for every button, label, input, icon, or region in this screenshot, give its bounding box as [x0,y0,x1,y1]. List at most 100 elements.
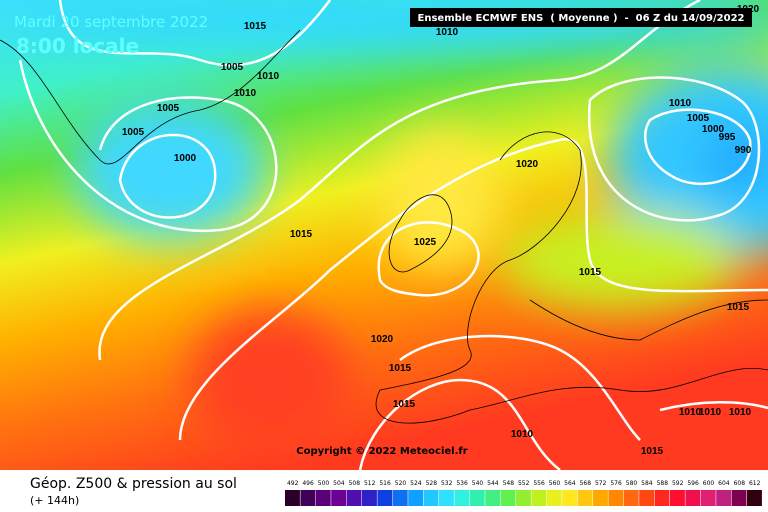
scale-label: 572 [595,480,607,487]
isobar-label: 1005 [157,103,180,114]
scale-swatch [562,490,578,506]
scale-swatch [531,490,547,506]
scale-swatch [716,490,732,506]
scale-swatch [408,490,424,506]
isobars [18,0,768,471]
isobar-label: 1010 [234,88,257,99]
scale-label: 608 [734,480,746,487]
scale-swatch [346,490,362,506]
isobar-label: 1010 [257,71,280,82]
scale-swatch [747,490,762,506]
scale-label: 556 [533,480,545,487]
scale-swatch [439,490,454,506]
legend-subtitle: (+ 144h) [30,494,79,507]
model-banner [410,8,752,27]
scale-swatch [608,490,624,506]
scale-label: 508 [349,480,361,487]
scale-swatch [577,490,593,506]
scale-swatch [377,490,393,506]
isobar-label: 1015 [393,399,416,410]
scale-swatch [392,490,408,506]
isobar-label: 1025 [414,237,437,248]
scale-label: 596 [687,480,699,487]
scale-label: 524 [410,480,422,487]
scale-swatch [423,490,439,506]
scale-label: 580 [626,480,638,487]
scale-swatch [485,490,501,506]
isobar-label: 990 [735,145,752,156]
isobar-label: 1010 [669,98,692,109]
isobar-label: 1015 [641,446,664,457]
isobar-label: 1020 [516,159,539,170]
isobar-label: 1010 [436,27,459,38]
scale-label: 496 [302,480,314,487]
scale-label: 548 [503,480,515,487]
scale-label: 576 [610,480,622,487]
scale-label: 500 [318,480,330,487]
scale-label: 516 [379,480,391,487]
isobar-label: 1015 [389,363,412,374]
scale-label: 520 [395,480,407,487]
scale-swatch [285,490,300,506]
legend-title: Géop. Z500 & pression au sol [30,476,237,492]
isobar-label: 1005 [221,62,244,73]
isobar-label: 1010 [511,429,534,440]
scale-swatch [623,490,639,506]
scale-swatch [315,490,331,506]
scale-swatch [362,490,377,506]
isobar-label: 1005 [687,113,710,124]
isobar-label: 1010 [679,407,702,418]
scale-label: 512 [364,480,376,487]
scale-label: 532 [441,480,453,487]
scale-label: 536 [456,480,468,487]
scale-label: 552 [518,480,530,487]
isobar-label: 1000 [702,124,725,135]
scale-swatch [469,490,485,506]
color-scale: 492 496 500 504 508 512 516 520 524 528 532 536 540 5… [285,480,762,506]
scale-swatch [516,490,531,506]
scale-swatch [500,490,516,506]
scale-label: 528 [426,480,438,487]
scale-label: 600 [703,480,715,487]
isobar-label: 1005 [122,127,145,138]
scale-swatch [331,490,347,506]
scale-label: 612 [749,480,761,487]
isobar-label: 1000 [174,153,197,164]
coastlines [0,29,768,424]
scale-swatch [731,490,747,506]
scale-swatch [593,490,608,506]
field-background [0,0,768,470]
isobar-label: 1015 [727,302,750,313]
scale-label: 604 [718,480,730,487]
scale-swatch [639,490,655,506]
scale-label: 492 [287,480,299,487]
scale-label: 504 [333,480,345,487]
scale-label: 540 [472,480,484,487]
isobar-label: 1015 [290,229,313,240]
isobar-labels: 1015100510101010100510051000101010151025… [122,4,760,457]
scale-swatch [654,490,670,506]
scale-label: 560 [549,480,561,487]
copyright: Copyright © 2022 Meteociel.fr [296,446,467,457]
scale-swatch [300,490,316,506]
scale-label: 544 [487,480,499,487]
isobar-label: 1020 [737,4,760,15]
isobar-label: 995 [719,132,736,143]
isobar-label: 1010 [729,407,752,418]
scale-label: 588 [657,480,669,487]
scale-swatch [454,490,470,506]
scale-label: 564 [564,480,576,487]
scale-swatch [685,490,701,506]
scale-swatch [700,490,716,506]
isobar-label: 1015 [244,21,267,32]
scale-label: 592 [672,480,684,487]
scale-label: 568 [580,480,592,487]
forecast-date: Mardi 20 septembre 2022 [14,13,208,31]
forecast-time: 8:00 locale [16,34,139,58]
scale-swatch [670,490,685,506]
isobar-label: 1020 [371,334,394,345]
scale-swatch [546,490,562,506]
scale-label: 584 [641,480,653,487]
isobar-label: 1010 [699,407,722,418]
